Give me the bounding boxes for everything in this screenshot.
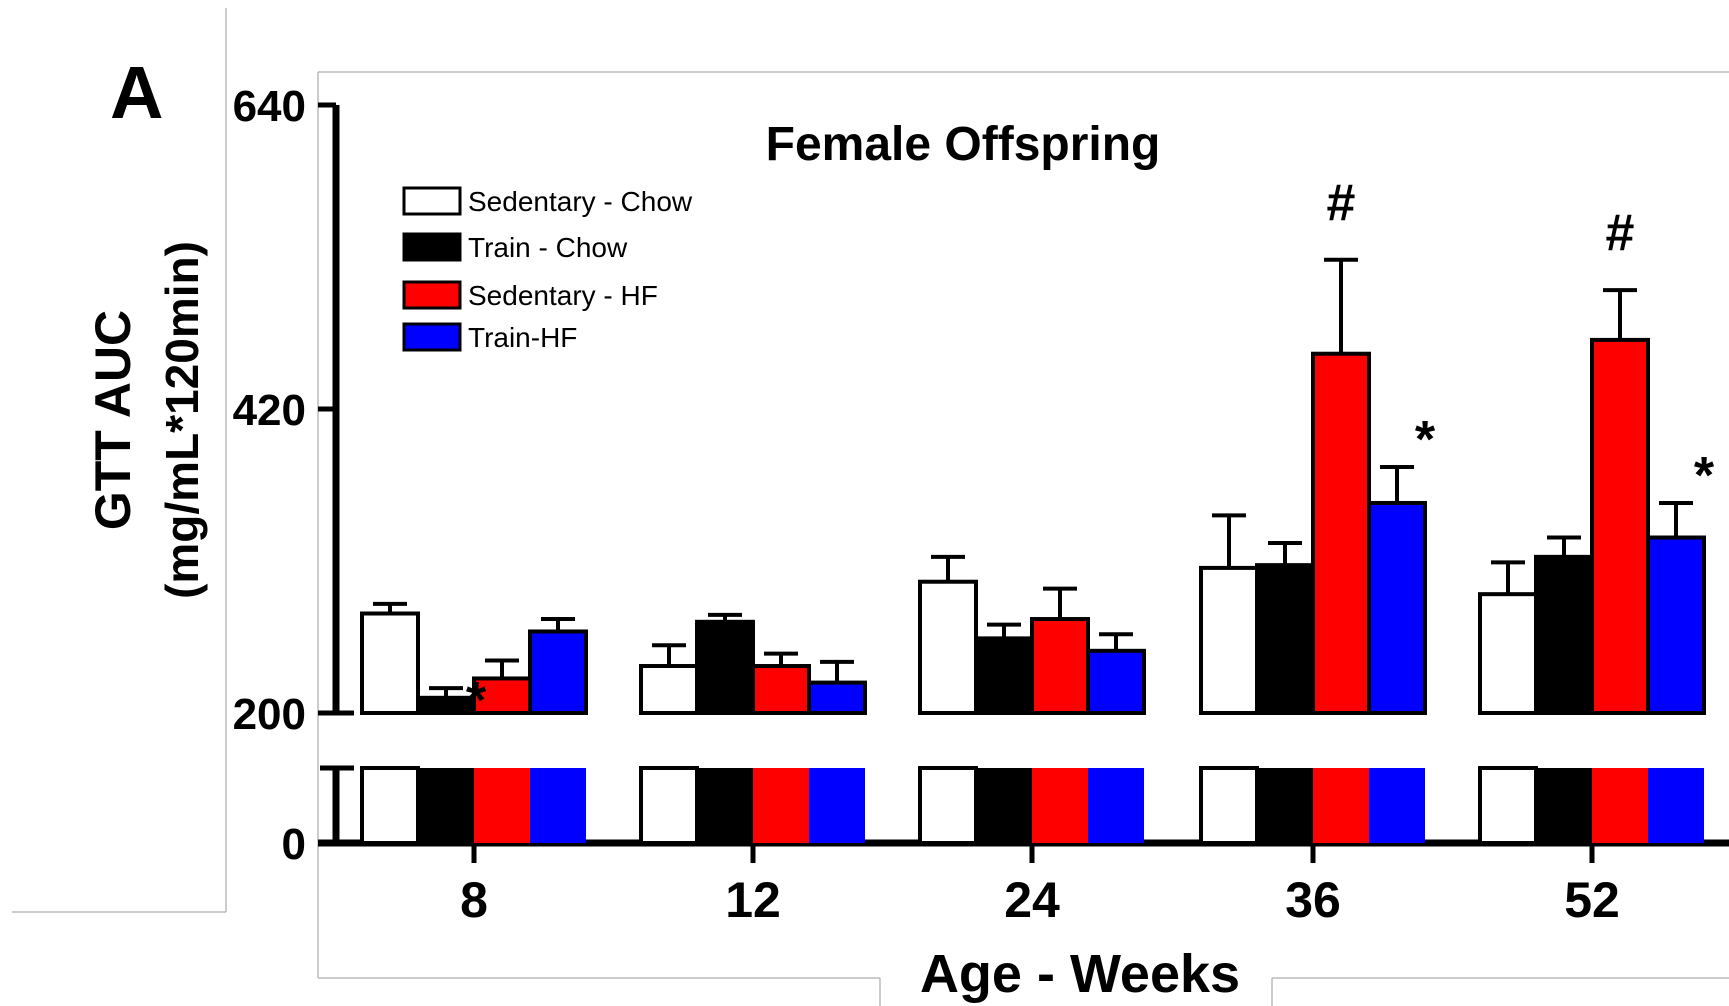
significance-marker: * xyxy=(466,672,487,730)
bar xyxy=(1534,554,1594,716)
bar-lower-segment xyxy=(474,768,530,843)
significance-marker: * xyxy=(1415,411,1436,469)
y-axis-label-line1: GTT AUC xyxy=(85,310,141,530)
bar xyxy=(1255,563,1315,715)
bar-lower-segment xyxy=(976,768,1032,843)
y-tick-label: 640 xyxy=(233,82,306,131)
bar xyxy=(1478,592,1538,715)
bar-lower-segment xyxy=(1369,768,1425,843)
bar xyxy=(528,629,588,715)
bar-lower-segment xyxy=(1536,768,1592,843)
bar xyxy=(974,636,1034,716)
bar xyxy=(1646,535,1706,715)
bar-lower-segment xyxy=(753,768,809,843)
bar-lower-segment xyxy=(809,768,865,843)
bar-lower-segment xyxy=(697,768,753,843)
legend-swatch xyxy=(402,232,462,262)
legend-swatch xyxy=(402,186,462,216)
bar-lower-segment xyxy=(530,768,586,843)
y-tick-label: 0 xyxy=(282,820,306,869)
significance-marker: # xyxy=(1606,204,1635,262)
frame-lines xyxy=(12,8,1729,1006)
bar-lower-segment xyxy=(639,766,699,845)
bar xyxy=(360,611,420,715)
x-tick-label: 36 xyxy=(1285,872,1341,928)
significance-marker: # xyxy=(1327,174,1356,232)
bar-lower-segment xyxy=(1648,768,1704,843)
x-tick-label: 8 xyxy=(460,872,488,928)
bar xyxy=(1590,337,1650,715)
bar-lower-segment xyxy=(418,768,474,843)
legend-swatch xyxy=(402,280,462,310)
y-tick-label: 420 xyxy=(233,386,306,435)
bar-lower-segment xyxy=(360,766,420,845)
bar xyxy=(751,664,811,716)
y-axis-ticks: 0 200 420 640 xyxy=(233,82,336,869)
y-axis-label-line2: (mg/mL*120min) xyxy=(156,241,208,599)
bar xyxy=(918,579,978,716)
legend-swatch xyxy=(402,322,462,352)
significance-marker: * xyxy=(1694,447,1715,505)
bar-lower-segment xyxy=(1032,768,1088,843)
bar-lower-segment xyxy=(1199,766,1259,845)
bar xyxy=(1030,617,1090,716)
bar xyxy=(807,680,867,715)
bar xyxy=(695,619,755,715)
x-axis-label: Age - Weeks xyxy=(920,944,1240,1004)
bar-lower-segment xyxy=(1313,768,1369,843)
x-tick-label: 52 xyxy=(1564,872,1620,928)
legend-label: Sedentary - Chow xyxy=(468,186,693,217)
bar-lower-segment xyxy=(1088,768,1144,843)
bar xyxy=(1199,565,1259,716)
chart-title: Female Offspring xyxy=(766,118,1161,171)
legend-label: Sedentary - HF xyxy=(468,280,658,311)
panel-label: A xyxy=(110,51,163,134)
y-tick-label: 200 xyxy=(233,690,306,739)
plot-area: 8 12 24 36 52 * # * # * xyxy=(318,105,1729,928)
bar-lower-segment xyxy=(1478,766,1538,845)
legend-label: Train-HF xyxy=(468,322,577,353)
bar xyxy=(1311,351,1371,715)
x-tick-label: 12 xyxy=(725,872,781,928)
legend: Sedentary - Chow Train - Chow Sedentary - … xyxy=(402,186,693,353)
y-axis-label: GTT AUC (mg/mL*120min) xyxy=(85,241,208,599)
bar-lower-segment xyxy=(918,766,978,845)
bar xyxy=(639,664,699,716)
bar-lower-segment xyxy=(1592,768,1648,843)
bar xyxy=(1367,500,1427,715)
x-tick-label: 24 xyxy=(1004,872,1060,928)
bar xyxy=(1086,648,1146,715)
bar-lower-segment xyxy=(1257,768,1313,843)
legend-label: Train - Chow xyxy=(468,232,628,263)
